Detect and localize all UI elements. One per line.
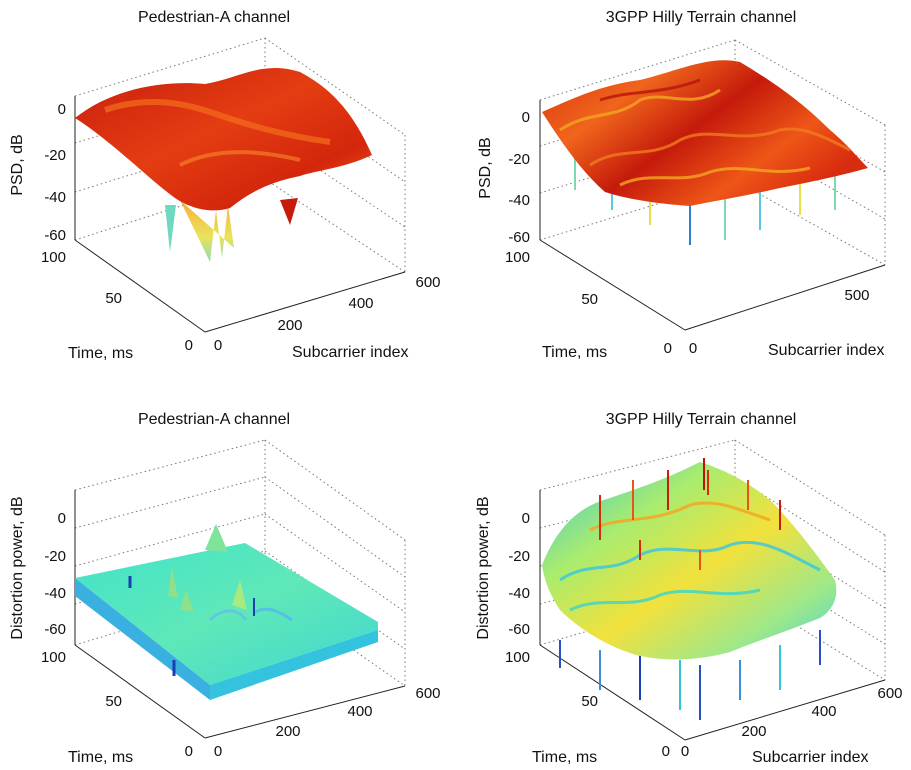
z-tick: -40 [44, 585, 66, 602]
x-tick: 600 [877, 685, 902, 702]
z-tick: -20 [44, 548, 66, 565]
panel-1-axes [74, 96, 406, 333]
panel-4-z-label: Distortion power, dB [475, 496, 492, 639]
panel-2-title: 3GPP Hilly Terrain channel [606, 9, 797, 26]
z-tick: 0 [58, 101, 66, 118]
panel-3-title: Pedestrian-A channel [138, 411, 290, 428]
z-tick: 0 [522, 109, 530, 126]
z-tick: -60 [508, 621, 530, 638]
panel-1-y-ticks: 100 50 0 [41, 249, 193, 354]
z-tick: -20 [508, 548, 530, 565]
panel-3-surface [75, 524, 378, 700]
panel-4: 3GPP Hilly Terrain channel [475, 411, 903, 766]
panel-3-y-ticks: 100 50 0 [41, 649, 193, 760]
panel-4-x-label: Subcarrier index [752, 749, 869, 766]
panel-3-axes [74, 490, 406, 739]
panel-1-z-label: PSD, dB [9, 134, 26, 195]
panel-3-x-ticks: 0 200 400 600 [214, 685, 441, 760]
y-tick: 0 [662, 743, 670, 760]
y-tick: 0 [664, 340, 672, 357]
x-tick: 500 [844, 287, 869, 304]
x-tick: 0 [214, 743, 222, 760]
z-tick: -60 [44, 621, 66, 638]
panel-1-surface [75, 67, 372, 262]
panel-3-z-ticks: 0 -20 -40 -60 [44, 510, 66, 638]
panel-2-x-ticks: 0 500 [689, 287, 870, 357]
panel-4-y-ticks: 100 50 0 [505, 649, 670, 760]
x-tick: 0 [681, 743, 689, 760]
panel-3-z-label: Distortion power, dB [9, 496, 26, 639]
x-tick: 200 [741, 723, 766, 740]
y-tick: 100 [505, 649, 530, 666]
panel-4-z-ticks: 0 -20 -40 -60 [508, 510, 530, 638]
panel-2-y-ticks: 100 50 0 [505, 249, 672, 357]
y-tick: 100 [41, 649, 66, 666]
z-tick: -40 [44, 189, 66, 206]
y-tick: 50 [105, 693, 122, 710]
z-tick: 0 [522, 510, 530, 527]
panel-2-z-ticks: 0 -20 -40 -60 [508, 109, 530, 246]
panel-2-z-label: PSD, dB [477, 137, 494, 198]
panel-1-z-ticks: 0 -20 -40 -60 [44, 101, 66, 244]
panel-4-title: 3GPP Hilly Terrain channel [606, 411, 797, 428]
panel-1-title: Pedestrian-A channel [138, 9, 290, 26]
panel-4-axes [539, 490, 886, 741]
panel-4-y-label: Time, ms [532, 749, 597, 766]
z-tick: 0 [58, 510, 66, 527]
panel-2-axes [539, 100, 886, 331]
y-tick: 100 [505, 249, 530, 266]
panel-2-x-label: Subcarrier index [768, 342, 885, 359]
x-tick: 0 [689, 340, 697, 357]
z-tick: -40 [508, 192, 530, 209]
y-tick: 50 [105, 290, 122, 307]
y-tick: 100 [41, 249, 66, 266]
panel-1-y-label: Time, ms [68, 345, 133, 362]
panel-2: 3GPP Hilly Terrain channel [477, 9, 886, 361]
z-tick: -20 [508, 151, 530, 168]
x-tick: 400 [811, 703, 836, 720]
distortion-surface-ped-a [75, 543, 378, 685]
z-tick: -60 [44, 227, 66, 244]
panel-1: Pedestrian-A channel 0 -20 -40 -60 [9, 9, 441, 362]
x-tick: 0 [214, 337, 222, 354]
x-tick: 200 [277, 317, 302, 334]
y-tick: 50 [581, 291, 598, 308]
panel-3: Pedestrian-A channel [9, 411, 441, 766]
panel-2-y-label: Time, ms [542, 344, 607, 361]
z-tick: -20 [44, 147, 66, 164]
y-tick: 0 [185, 743, 193, 760]
y-tick: 0 [185, 337, 193, 354]
x-tick: 600 [415, 274, 440, 291]
y-tick: 50 [581, 693, 598, 710]
panel-3-y-label: Time, ms [68, 749, 133, 766]
x-tick: 400 [347, 703, 372, 720]
x-tick: 400 [348, 295, 373, 312]
panel-1-x-ticks: 0 200 400 600 [214, 274, 441, 354]
panel-4-surface [542, 458, 837, 720]
z-tick: -60 [508, 229, 530, 246]
panel-2-surface [542, 60, 868, 245]
x-tick: 200 [275, 723, 300, 740]
x-tick: 600 [415, 685, 440, 702]
panel-1-x-label: Subcarrier index [292, 344, 409, 361]
z-tick: -40 [508, 585, 530, 602]
distortion-surface-hilly [542, 462, 837, 660]
panel-4-x-ticks: 0 200 400 600 [681, 685, 903, 760]
